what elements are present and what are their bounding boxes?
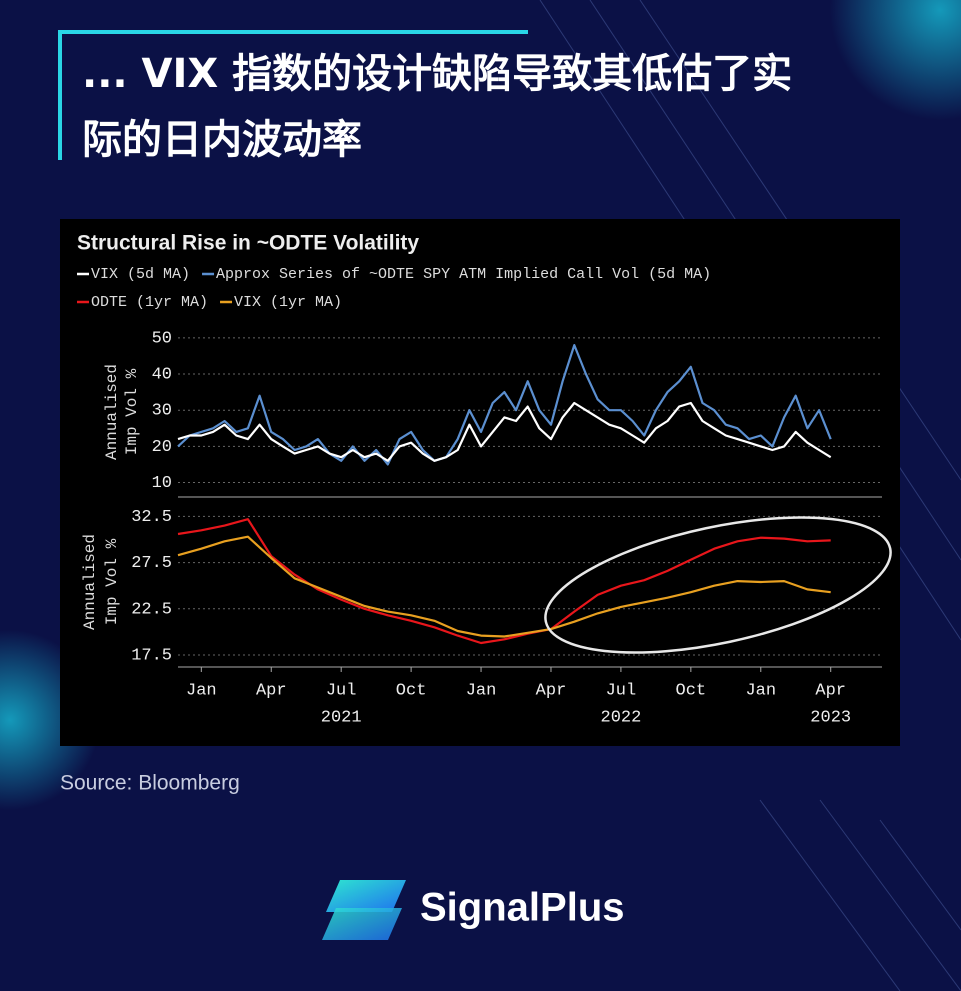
chart-title: Structural Rise in ~ODTE Volatility xyxy=(77,232,419,255)
y-tick-label: 40 xyxy=(152,366,172,385)
y-tick-label: 20 xyxy=(152,438,172,457)
x-tick-label: Apr xyxy=(536,681,567,700)
title: 际的日内波动率 xyxy=(82,117,362,163)
year-label: 2021 xyxy=(321,708,362,727)
logo xyxy=(322,880,406,940)
y-tick-label: 27.5 xyxy=(131,554,172,573)
x-tick-label: Jul xyxy=(326,681,357,700)
x-tick-label: Oct xyxy=(396,681,427,700)
source: Source: Bloomberg xyxy=(60,772,240,795)
x-tick-label: Jul xyxy=(606,681,637,700)
legend-label: ODTE (1yr MA) xyxy=(91,294,208,311)
x-tick-label: Apr xyxy=(815,681,846,700)
x-tick-label: Oct xyxy=(676,681,707,700)
year-label: 2022 xyxy=(601,708,642,727)
year-label: 2023 xyxy=(810,708,851,727)
y-axis-label: Imp Vol % xyxy=(123,368,141,455)
accent-bar xyxy=(58,30,528,34)
y-tick-label: 17.5 xyxy=(131,646,172,665)
x-tick-label: Jan xyxy=(745,681,776,700)
y-axis-label: Annualised xyxy=(81,534,99,630)
legend-label: VIX (1yr MA) xyxy=(234,294,342,311)
title: ... VIX 指数的设计缺陷导致其低估了实 xyxy=(82,51,792,97)
legend-label: Approx Series of ~ODTE SPY ATM Implied C… xyxy=(216,266,711,283)
y-tick-label: 32.5 xyxy=(131,508,172,527)
accent-bar xyxy=(58,30,62,160)
y-tick-label: 50 xyxy=(152,329,172,348)
glow xyxy=(830,0,961,120)
chart: Structural Rise in ~ODTE Volatility 10 20 3… xyxy=(77,232,892,727)
y-tick-label: 30 xyxy=(152,402,172,421)
series-line xyxy=(177,344,832,466)
brand: SignalPlus xyxy=(420,886,625,930)
y-axis-label: Imp Vol % xyxy=(103,538,121,625)
y-axis-label: Annualised xyxy=(103,364,121,460)
x-tick-label: Apr xyxy=(256,681,287,700)
series-line xyxy=(177,518,831,645)
y-tick-label: 10 xyxy=(152,474,172,493)
series-line xyxy=(177,401,832,462)
series-line xyxy=(177,535,831,638)
legend-label: VIX (5d MA) xyxy=(91,266,190,283)
y-tick-label: 22.5 xyxy=(131,600,172,619)
x-tick-label: Jan xyxy=(186,681,217,700)
x-tick-label: Jan xyxy=(466,681,497,700)
highlight-ellipse xyxy=(544,516,892,654)
